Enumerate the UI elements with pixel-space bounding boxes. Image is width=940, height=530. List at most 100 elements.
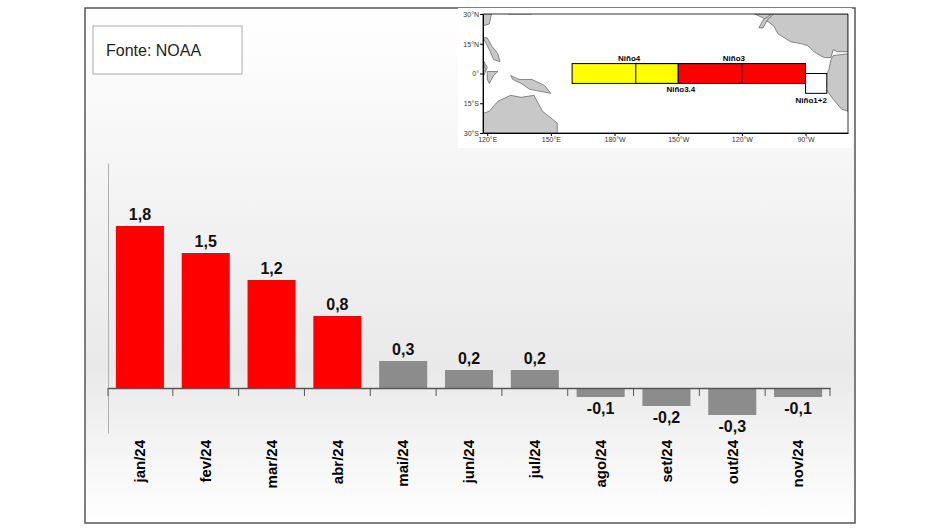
lon-axis: 120°E 150°E 180°W 150°W 120°W 90°W: [478, 133, 848, 143]
data-label: -0,1: [587, 400, 615, 417]
tick-label: abr/24: [329, 439, 346, 484]
nino-region: [806, 74, 827, 94]
nino-region: [572, 64, 678, 84]
tick-mark: [480, 14, 483, 15]
bar: [774, 388, 822, 397]
separator-tick: [699, 388, 700, 396]
tick-label: 15°S: [464, 100, 480, 107]
tick-label: nov/24: [789, 439, 806, 487]
tick-label: 15°N: [463, 40, 479, 47]
source-box: Fonte: NOAA: [93, 26, 242, 74]
tick: 15°N: [463, 40, 483, 47]
data-label: -0,2: [653, 409, 681, 426]
inset-map: Niño4Niño3Niño3.4Niño1+2120°E150°E180°W1…: [458, 2, 852, 151]
land: [487, 72, 498, 84]
tick-label: fev/24: [197, 439, 214, 482]
tick: jul/24: [526, 388, 543, 479]
tick: 120°W: [732, 133, 753, 143]
chart-svg: jan/24 fev/24 mar/24 abr/24 mai/24 jun/24 jul/…: [0, 0, 940, 530]
tick-label: 30°N: [463, 11, 479, 18]
tick-mark: [480, 44, 483, 45]
tick-label: 120°W: [732, 136, 753, 143]
tick-label: mar/24: [263, 439, 280, 488]
region-label: Niño1+2: [796, 96, 828, 105]
land: [825, 54, 848, 112]
land: [483, 14, 491, 26]
tick: jun/24: [460, 388, 477, 484]
frame: [85, 8, 855, 523]
tick-mark: [480, 103, 483, 104]
y-axis: [108, 164, 109, 434]
region-label: Niño3: [723, 54, 746, 63]
region-labels: Niño4 Niño3 Niño3.4 Niño1+2: [618, 54, 827, 106]
bar: [445, 370, 493, 388]
separator-tick: [172, 388, 173, 396]
tick-label: out/24: [724, 439, 741, 484]
bar: [116, 226, 164, 388]
tick: 180°W: [605, 133, 626, 143]
separator-tick: [501, 388, 502, 396]
tick: abr/24: [329, 388, 346, 484]
tick: 90°W: [797, 133, 815, 143]
tick: 0°: [472, 70, 483, 77]
tick-label: 180°W: [605, 136, 626, 143]
tick: 30°S: [464, 130, 483, 137]
region-label: Niño3.4: [666, 85, 695, 94]
tick: mar/24: [263, 388, 280, 488]
tick-label: 90°W: [797, 136, 815, 143]
tick-label: 120°E: [478, 136, 497, 143]
tick: set/24: [658, 388, 675, 483]
source-frame: [93, 26, 242, 74]
tick-label: jan/24: [131, 439, 148, 483]
tick-label: set/24: [658, 439, 675, 482]
data-label: 1,5: [195, 233, 217, 250]
tick-label: 150°E: [542, 136, 561, 143]
separator-tick: [830, 388, 831, 396]
data-label: -0,3: [718, 418, 746, 435]
bar: [511, 370, 559, 388]
tick: 150°E: [542, 133, 561, 143]
data-label: 0,2: [524, 350, 546, 367]
tick: 150°W: [668, 133, 689, 143]
tick: jan/24: [131, 388, 148, 484]
data-label: 1,8: [129, 206, 151, 223]
tick: 120°E: [478, 133, 497, 143]
data-labels: 1,81,51,20,80,30,20,2-0,1-0,2-0,3-0,1: [129, 206, 812, 435]
bar: [182, 253, 230, 388]
data-label: 0,3: [392, 341, 414, 358]
bars: [116, 226, 822, 415]
tick-label: 150°W: [668, 136, 689, 143]
bar: [248, 280, 296, 388]
region-label: Niño4: [618, 54, 641, 63]
land: [483, 95, 557, 133]
tick: mai/24: [394, 388, 411, 487]
bar: [642, 388, 690, 406]
x-axis-line: [109, 388, 831, 390]
separator-tick: [370, 388, 371, 396]
tick-label: 30°S: [464, 130, 480, 137]
tick-label: mai/24: [394, 439, 411, 486]
separator-tick: [304, 388, 305, 396]
data-label: -0,1: [784, 400, 812, 417]
source-text: Fonte: NOAA: [106, 42, 201, 59]
bar: [708, 388, 756, 415]
separator-tick: [633, 388, 634, 396]
separator-tick: [567, 388, 568, 396]
tick-label: ago/24: [592, 439, 609, 487]
separator-tick: [108, 388, 109, 396]
tick-label: 0°: [472, 70, 479, 77]
lon-axis-line: [484, 133, 849, 134]
separators: [108, 388, 830, 396]
lat-axis-line: [483, 15, 484, 134]
map-area: [483, 14, 848, 133]
tick-mark: [480, 133, 483, 134]
tick: out/24: [724, 388, 741, 484]
land: [759, 14, 774, 28]
separator-tick: [238, 388, 239, 396]
tick: 30°N: [463, 11, 483, 18]
data-label: 0,8: [326, 296, 348, 313]
tick-label: jul/24: [526, 439, 543, 479]
tick: fev/24: [197, 388, 214, 483]
map-frame: [483, 14, 848, 133]
lat-axis: 30°N 15°N 0° 15°S 30°S: [463, 11, 483, 137]
